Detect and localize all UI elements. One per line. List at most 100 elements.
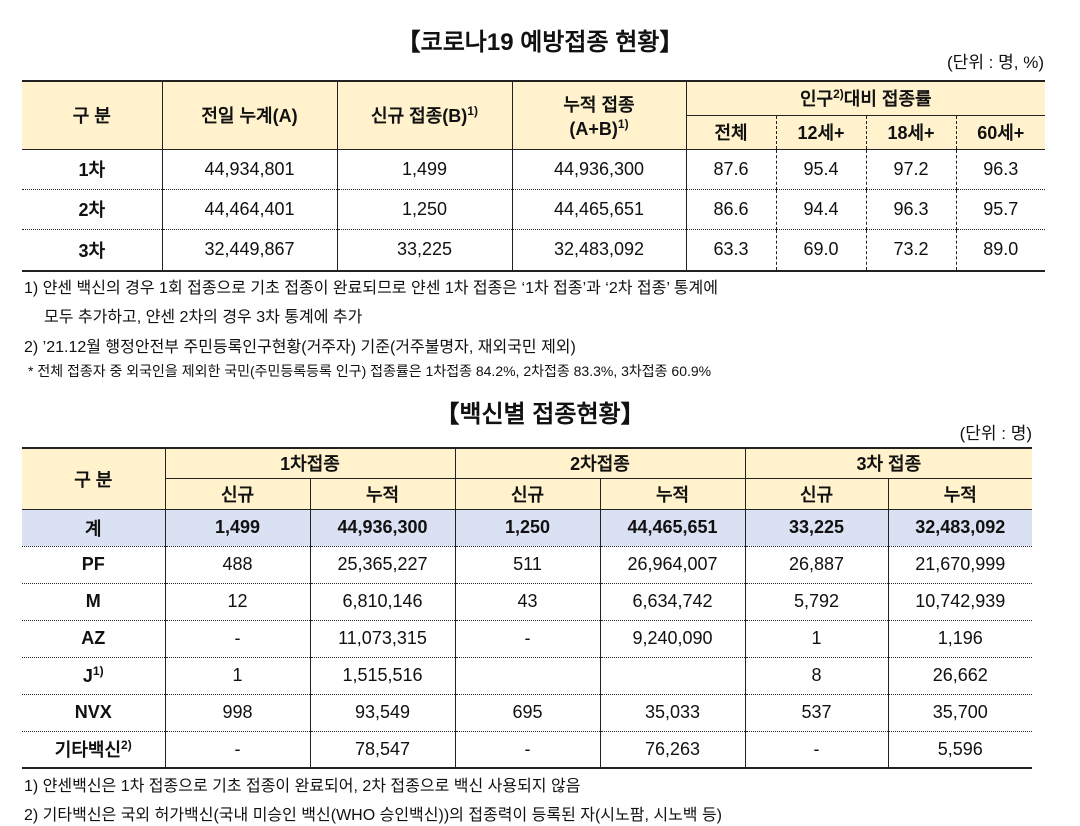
cell: 25,365,227: [310, 545, 456, 583]
footnote-ref: 1): [467, 104, 478, 119]
cell: -: [165, 730, 311, 768]
cell: 63.3: [686, 228, 777, 271]
row: 3차 32,449,867 33,225 32,483,092 63.3 69.0 73.2…: [22, 228, 1046, 271]
header: 누적: [888, 477, 1033, 509]
row: M 12 6,810,146 43 6,634,742 5,792 10,742,939: [22, 582, 1033, 620]
row: 기타백신2) -78,547-76,263-5,596: [22, 730, 1033, 768]
row: 1차 44,934,801 1,499 44,936,300 87.6 95.4 97.2 9…: [22, 148, 1046, 189]
cell: 96.3: [866, 188, 957, 229]
cell: 10,742,939: [888, 582, 1033, 620]
cell: 1차: [22, 148, 163, 189]
header: 누적 접종: [563, 94, 635, 115]
cell: 95.4: [776, 148, 867, 189]
table: 구 분 1차접종 2차접종 3차 접종 신규 누적 신규 누적 신규 누적 계 1,499 4…: [22, 447, 1033, 769]
title: 【백신별 접종현황】: [435, 401, 645, 428]
cell: 44,934,801: [162, 148, 338, 189]
header: 18세+: [866, 114, 957, 149]
row: AZ -11,073,315-9,240,090 1 1,196: [22, 619, 1033, 657]
table: 구 분 전일 누계(A) 신규 접종(B)1) 누적 접종 (A+B)1) 인구2…: [22, 80, 1046, 272]
cell: 11,073,315: [310, 619, 456, 657]
footnote: * 전체 접종자 중 외국인을 제외한 국민(주민등록등록 인구) 접종률은 1…: [28, 363, 712, 379]
row-label: M: [22, 582, 166, 620]
cell: [455, 656, 601, 694]
cell: 97.2: [866, 148, 957, 189]
cell: 6,634,742: [600, 582, 746, 620]
footnote-ref: 1): [617, 116, 629, 131]
cell: 78,547: [310, 730, 456, 768]
cell: 8: [745, 656, 889, 694]
footnote: 2) ’21.12월 행정안전부 주민등록인구현황(거주자) 기준(거주불명자,…: [24, 339, 576, 356]
cell: 1: [165, 656, 311, 694]
cell: 695: [455, 693, 601, 731]
header: 누적: [600, 477, 746, 509]
cell: 9,240,090: [600, 619, 746, 657]
header: 1차접종: [165, 448, 456, 478]
header: 인구2)대비 접종률: [686, 81, 1046, 115]
cell: 32,483,092: [512, 228, 687, 271]
row-label-text: 계: [84, 518, 102, 539]
row-label-text: M: [85, 591, 101, 611]
header: 12세+: [776, 114, 867, 149]
cell: 537: [745, 693, 889, 731]
footnote-ref: 2): [121, 738, 132, 753]
footnote: 모두 추가하고, 얀센 2차의 경우 3차 통계에 추가: [44, 309, 363, 326]
row-label-text: PF: [81, 554, 105, 574]
cell: 94.4: [776, 188, 867, 229]
unit: (단위 : 명): [959, 424, 1032, 443]
row-label: 기타백신2): [22, 730, 166, 768]
header: 신규: [745, 477, 889, 509]
header: 3차 접종: [745, 448, 1033, 478]
cell: 96.3: [956, 148, 1046, 189]
cell: 1,515,516: [310, 656, 456, 694]
row-label-text: NVX: [74, 702, 112, 722]
header: 전체: [686, 114, 777, 149]
cell: 44,465,651: [600, 508, 746, 546]
cell: 1,499: [165, 508, 311, 546]
row-label-text: 기타백신: [54, 740, 122, 761]
cell: 26,662: [888, 656, 1033, 694]
cell: 5,792: [745, 582, 889, 620]
footnote: 1) 얀센 백신의 경우 1회 접종으로 기초 접종이 완료되므로 얀센 1차 …: [24, 280, 718, 297]
row-label-text: J: [82, 666, 93, 686]
cell: 26,887: [745, 545, 889, 583]
cell: 1,499: [337, 148, 513, 189]
cell: 44,465,651: [512, 188, 687, 229]
cell: 43: [455, 582, 601, 620]
cell: 511: [455, 545, 601, 583]
cell: 35,700: [888, 693, 1033, 731]
footnote-ref: 2): [833, 87, 844, 102]
cell: 44,936,300: [310, 508, 456, 546]
header: 전일 누계(A): [162, 81, 338, 149]
header: 구 분: [22, 448, 166, 509]
cell: 95.7: [956, 188, 1046, 229]
cell: 87.6: [686, 148, 777, 189]
cell: 86.6: [686, 188, 777, 229]
cell: 93,549: [310, 693, 456, 731]
cell: 21,670,999: [888, 545, 1033, 583]
header: 신규: [455, 477, 601, 509]
cell: 1,196: [888, 619, 1033, 657]
row-label: 계: [22, 508, 166, 546]
cell: [600, 656, 746, 694]
cell: 33,225: [337, 228, 513, 271]
cell: 69.0: [776, 228, 867, 271]
header: 누적: [310, 477, 456, 509]
cell: 89.0: [956, 228, 1046, 271]
cell: 73.2: [866, 228, 957, 271]
row-label: J1): [22, 656, 166, 694]
header: (A+B): [569, 118, 618, 139]
cell: 6,810,146: [310, 582, 456, 620]
cell: 44,936,300: [512, 148, 687, 189]
cell: 998: [165, 693, 311, 731]
cell: 26,964,007: [600, 545, 746, 583]
cell: 32,483,092: [888, 508, 1033, 546]
title: 【코로나19 예방접종 현황】: [396, 29, 684, 56]
header: 신규 접종(B)1): [337, 81, 513, 149]
cell: -: [455, 619, 601, 657]
cell: 35,033: [600, 693, 746, 731]
row-label-text: AZ: [81, 628, 106, 648]
footnote: 1) 얀센백신은 1차 접종으로 기초 접종이 완료되어, 2차 접종으로 백신…: [24, 778, 581, 795]
row: 2차 44,464,401 1,250 44,465,651 86.6 94.4 96.3 9…: [22, 188, 1046, 229]
cell: -: [455, 730, 601, 768]
